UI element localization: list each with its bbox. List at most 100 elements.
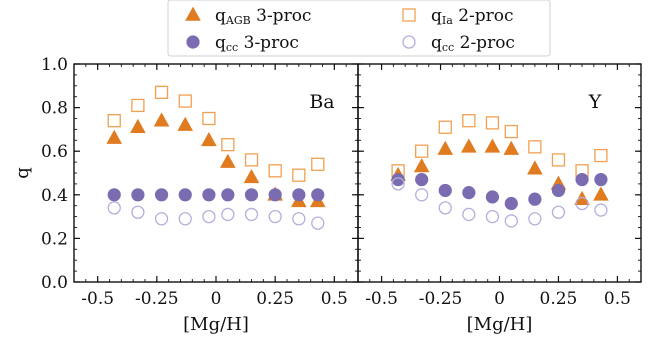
data-point-qcc2 <box>391 177 405 191</box>
data-point-qagb3 <box>484 138 501 153</box>
data-point-qagb3 <box>503 140 520 155</box>
data-point-qcc2 <box>107 201 121 215</box>
data-point-qcc2 <box>528 212 542 226</box>
y-tick-label: 0.8 <box>41 99 68 119</box>
legend-entry-qagb3: qAGB 3-proc <box>215 6 311 27</box>
series-qia2 <box>107 85 325 182</box>
data-point-qcc2 <box>221 207 235 222</box>
data-point-qia2 <box>311 157 325 171</box>
data-point-qagb3 <box>130 118 146 134</box>
data-point-qia2 <box>415 144 429 158</box>
data-point-qcc3 <box>438 183 452 198</box>
y-tick-label: 0.6 <box>41 142 68 162</box>
data-point-qcc3 <box>485 190 500 204</box>
data-point-qcc3 <box>131 188 145 202</box>
data-point-qcc3 <box>292 188 306 202</box>
panels: 0.0 0.2 0.4 0.6 0.8 1.0 -0.5 -0.25 0 0.25 0.5 [Mg/H… <box>41 55 642 335</box>
x-tick-label: 0 <box>494 289 505 309</box>
y-tick-label: 0.0 <box>41 273 68 293</box>
data-point-qia2 <box>438 120 452 134</box>
data-point-qagb3 <box>153 112 170 127</box>
data-point-qcc2 <box>575 196 589 211</box>
data-point-qagb3 <box>437 140 454 155</box>
data-point-qia2 <box>131 98 145 113</box>
data-point-qcc2 <box>438 201 452 215</box>
panel-label: Y <box>588 91 602 113</box>
data-point-qagb3 <box>177 116 194 131</box>
data-point-qia2 <box>551 153 566 167</box>
x-tick-label: 0.25 <box>540 289 578 309</box>
data-point-qcc3 <box>244 188 259 202</box>
panel-label: Ba <box>309 91 334 113</box>
data-point-qcc3 <box>462 186 476 200</box>
data-point-qia2 <box>485 116 500 130</box>
data-point-qcc2 <box>268 209 282 224</box>
legend-marker-qagb3 <box>185 6 201 21</box>
panel-ba: 0.0 0.2 0.4 0.6 0.8 1.0 -0.5 -0.25 0 0.25 0.5 [Mg/H… <box>41 55 359 335</box>
data-point-qcc2 <box>504 214 518 228</box>
data-point-qia2 <box>268 164 282 178</box>
data-point-qia2 <box>244 153 259 167</box>
data-point-qcc3 <box>504 196 518 211</box>
x-axis-label: [Mg/H] <box>467 314 533 335</box>
x-tick-label: 0 <box>211 289 222 309</box>
y-tick-label: 0.4 <box>41 186 68 206</box>
y-axis-label: q <box>12 167 33 179</box>
data-point-qcc3 <box>391 172 405 187</box>
data-point-qcc2 <box>202 209 216 224</box>
data-point-qia2 <box>178 94 192 108</box>
data-point-qia2 <box>594 148 608 163</box>
x-tick-label: -0.25 <box>135 289 179 309</box>
legend-box <box>167 0 551 57</box>
data-point-qcc2 <box>131 205 145 219</box>
x-axis-label: [Mg/H] <box>183 314 249 335</box>
data-point-qcc3 <box>551 183 566 198</box>
data-point-qcc2 <box>154 212 169 226</box>
legend-marker-qia2 <box>402 8 416 22</box>
data-point-qcc2 <box>485 209 500 224</box>
data-point-qia2 <box>107 114 121 128</box>
series-qcc3 <box>391 172 608 211</box>
data-point-qcc3 <box>107 188 121 202</box>
data-point-qcc2 <box>292 212 306 226</box>
data-point-qia2 <box>221 138 235 152</box>
y-tick-label: 0.2 <box>41 229 68 249</box>
legend-entry-qcc3: qcc 3-proc <box>215 33 299 54</box>
data-point-qia2 <box>462 114 476 128</box>
data-point-qia2 <box>154 85 169 99</box>
data-point-qcc2 <box>178 212 192 226</box>
x-tick-label: 0.5 <box>321 289 348 309</box>
panel-y: -0.5 -0.25 0 0.25 0.5 [Mg/H] Y <box>357 63 642 335</box>
x-tick-label: -0.5 <box>81 289 114 309</box>
y-tick-label: 1.0 <box>41 55 68 75</box>
data-point-qagb3 <box>243 169 260 184</box>
data-point-qagb3 <box>220 153 236 168</box>
legend-marker-qcc2 <box>402 35 416 49</box>
data-point-qcc2 <box>244 207 259 222</box>
data-point-qcc2 <box>551 205 566 219</box>
x-tick-label: 0.5 <box>604 289 631 309</box>
data-point-qcc2 <box>415 188 429 202</box>
x-tick-label: 0.25 <box>256 289 294 309</box>
data-point-qagb3 <box>461 138 477 153</box>
data-point-qcc3 <box>202 188 216 202</box>
data-point-qcc3 <box>154 188 169 202</box>
data-point-qcc3 <box>311 188 325 202</box>
legend-marker-qcc3 <box>186 35 200 49</box>
series-qcc2 <box>391 177 608 228</box>
data-point-qagb3 <box>593 186 609 201</box>
data-point-qia2 <box>528 140 542 154</box>
data-point-qia2 <box>504 124 518 139</box>
legend-entry-qia2: qIa 2-proc <box>431 6 514 27</box>
data-point-qia2 <box>292 168 306 182</box>
x-tick-label: -0.5 <box>365 289 398 309</box>
data-point-qcc3 <box>178 188 192 202</box>
data-point-qcc3 <box>415 172 429 187</box>
legend: qAGB 3-proc qIa 2-proc qcc 3-proc qcc 2-pro… <box>167 0 551 57</box>
series-qcc2 <box>107 201 325 230</box>
data-point-qagb3 <box>201 131 217 147</box>
data-point-qcc3 <box>528 192 542 206</box>
data-point-qcc3 <box>594 172 608 187</box>
data-point-qcc3 <box>575 172 589 187</box>
